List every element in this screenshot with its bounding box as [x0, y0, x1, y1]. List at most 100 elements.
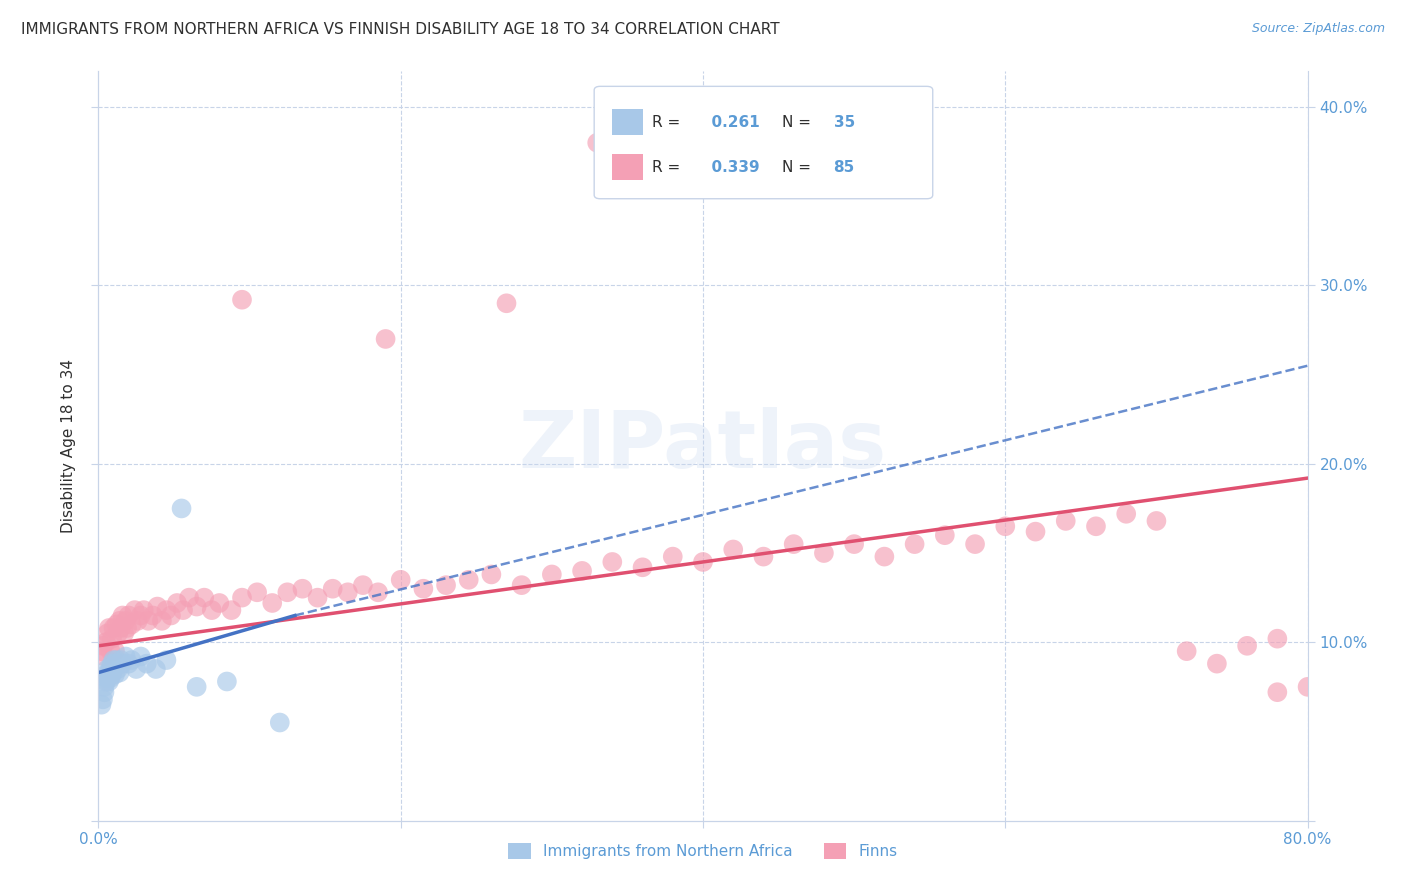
Point	[107, 626, 129, 640]
Point	[129, 649, 152, 664]
Point	[1267, 685, 1289, 699]
Point	[98, 674, 121, 689]
Point	[155, 603, 177, 617]
Text: 35: 35	[834, 115, 855, 130]
Point	[510, 578, 533, 592]
Point	[112, 626, 135, 640]
Point	[111, 657, 134, 671]
Point	[602, 555, 624, 569]
Point	[94, 667, 117, 681]
Point	[94, 674, 117, 689]
Point	[934, 528, 956, 542]
Point	[103, 662, 125, 676]
Point	[100, 660, 122, 674]
Point	[127, 614, 149, 628]
Point	[540, 567, 562, 582]
Point	[262, 596, 284, 610]
Point	[100, 644, 122, 658]
Point	[201, 603, 224, 617]
Point	[1175, 644, 1198, 658]
Text: 0.339: 0.339	[700, 160, 759, 175]
Point	[434, 578, 457, 592]
Point	[132, 603, 155, 617]
Point	[336, 585, 359, 599]
Point	[124, 603, 146, 617]
Point	[114, 614, 136, 628]
Point	[179, 591, 201, 605]
Point	[108, 665, 131, 680]
Point	[136, 614, 159, 628]
Point	[965, 537, 987, 551]
FancyBboxPatch shape	[595, 87, 932, 199]
Point	[1054, 514, 1077, 528]
Point	[145, 662, 167, 676]
Point	[412, 582, 434, 596]
Point	[107, 662, 129, 676]
Point	[125, 662, 148, 676]
Point	[108, 614, 131, 628]
Point	[101, 657, 124, 671]
Point	[221, 603, 243, 617]
Point	[231, 293, 253, 307]
Point	[166, 596, 188, 610]
Point	[495, 296, 517, 310]
Point	[101, 667, 124, 681]
Point	[269, 715, 291, 730]
Text: 85: 85	[834, 160, 855, 175]
Point	[105, 653, 128, 667]
Text: R =: R =	[652, 160, 685, 175]
Point	[146, 599, 169, 614]
Point	[1024, 524, 1046, 539]
Point	[186, 680, 208, 694]
Point	[172, 603, 194, 617]
Point	[186, 599, 208, 614]
Point	[322, 582, 344, 596]
Point	[129, 608, 152, 623]
Point	[150, 614, 173, 628]
Point	[93, 680, 115, 694]
Point	[276, 585, 298, 599]
Legend: Immigrants from Northern Africa, Finns: Immigrants from Northern Africa, Finns	[502, 838, 904, 865]
Point	[104, 644, 127, 658]
Point	[752, 549, 775, 564]
Point	[1296, 680, 1319, 694]
Point	[135, 657, 157, 671]
Point	[813, 546, 835, 560]
Point	[93, 649, 115, 664]
Point	[90, 698, 112, 712]
Point	[307, 591, 329, 605]
Point	[631, 560, 654, 574]
Point	[114, 649, 136, 664]
Point	[91, 639, 114, 653]
Point	[96, 662, 118, 676]
Point	[291, 582, 314, 596]
Point	[90, 644, 112, 658]
Bar	[613, 109, 643, 135]
Point	[904, 537, 927, 551]
Bar	[613, 153, 643, 180]
Point	[661, 549, 683, 564]
Point	[91, 692, 114, 706]
Point	[1267, 632, 1289, 646]
Point	[170, 501, 193, 516]
Point	[94, 635, 117, 649]
Point	[215, 674, 238, 689]
Point	[571, 564, 593, 578]
Point	[155, 653, 177, 667]
Point	[100, 671, 122, 685]
Text: N =: N =	[782, 115, 815, 130]
Point	[104, 667, 127, 681]
Point	[1236, 639, 1258, 653]
Point	[457, 573, 479, 587]
Point	[93, 685, 115, 699]
Point	[101, 632, 124, 646]
Point	[352, 578, 374, 592]
Point	[121, 617, 143, 632]
Point	[1206, 657, 1229, 671]
Point	[96, 671, 118, 685]
Point	[98, 665, 121, 680]
Point	[873, 549, 896, 564]
Point	[783, 537, 806, 551]
Point	[111, 608, 134, 623]
Point	[105, 617, 128, 632]
